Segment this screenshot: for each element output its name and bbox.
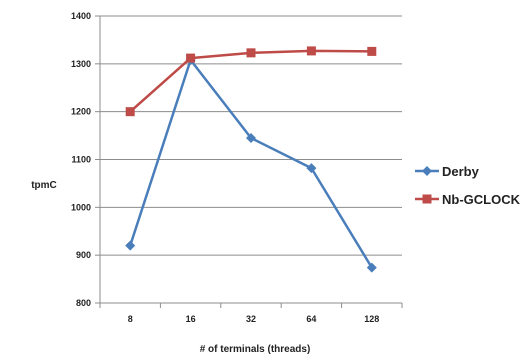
y-tick-label: 1400 xyxy=(71,11,91,21)
data-point-diamond xyxy=(366,262,377,273)
axes xyxy=(95,15,403,308)
legend-item: Nb-GCLOCK xyxy=(415,192,521,207)
y-tick-label: 1200 xyxy=(71,107,91,117)
data-point-diamond xyxy=(125,240,136,251)
data-point-square xyxy=(125,107,135,117)
series-layer xyxy=(125,46,377,273)
series-line xyxy=(129,49,372,113)
legend-label: Derby xyxy=(442,164,480,179)
data-point-square xyxy=(422,194,432,204)
legend-item: Derby xyxy=(415,164,480,179)
y-tick-label: 900 xyxy=(76,250,91,260)
x-tick-label: 128 xyxy=(364,314,379,324)
data-point-diamond xyxy=(306,163,317,174)
data-point-diamond xyxy=(422,166,432,176)
series-nb-gclock xyxy=(125,46,377,117)
x-tick-label: 64 xyxy=(306,314,316,324)
data-point-square xyxy=(246,48,256,58)
x-tick-labels: 8 16 32 64 128 xyxy=(128,314,380,324)
y-tick-label: 1000 xyxy=(71,202,91,212)
y-tick-label: 800 xyxy=(76,298,91,308)
data-point-square xyxy=(367,46,377,56)
y-tick-label: 1100 xyxy=(71,155,91,165)
data-point-square xyxy=(306,46,316,56)
x-tick-label: 8 xyxy=(128,314,133,324)
data-point-diamond xyxy=(246,132,256,143)
y-tick-label: 1300 xyxy=(71,59,91,69)
x-tick-label: 16 xyxy=(186,314,196,324)
series-derby xyxy=(125,55,377,273)
gridlines xyxy=(100,15,402,256)
y-axis-title: tpmC xyxy=(31,180,57,191)
x-tick-label: 32 xyxy=(246,314,256,324)
legend: Derby Nb-GCLOCK xyxy=(415,164,521,207)
data-point-square xyxy=(186,53,196,63)
series-line xyxy=(129,58,373,269)
legend-label: Nb-GCLOCK xyxy=(442,192,521,207)
y-tick-labels: 800 900 1000 1100 1200 1300 1400 xyxy=(71,11,91,308)
x-axis-title: # of terminals (threads) xyxy=(200,344,311,355)
